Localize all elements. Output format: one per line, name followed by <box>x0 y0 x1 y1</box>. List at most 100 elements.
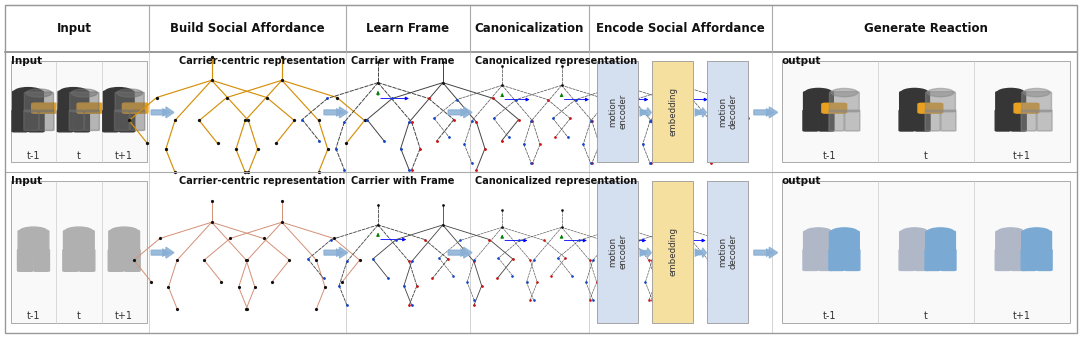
FancyBboxPatch shape <box>64 231 94 251</box>
Text: Canonicalized representation: Canonicalized representation <box>475 176 637 187</box>
Polygon shape <box>448 107 472 118</box>
Bar <box>707 61 748 162</box>
Circle shape <box>105 88 133 96</box>
FancyBboxPatch shape <box>1014 103 1039 113</box>
Text: t+1: t+1 <box>116 150 133 161</box>
Circle shape <box>928 89 954 97</box>
FancyBboxPatch shape <box>104 91 134 112</box>
FancyBboxPatch shape <box>819 110 834 131</box>
Text: embedding: embedding <box>669 227 677 276</box>
FancyBboxPatch shape <box>829 110 845 131</box>
FancyBboxPatch shape <box>1022 231 1052 251</box>
Text: t: t <box>77 150 81 161</box>
FancyBboxPatch shape <box>39 110 54 130</box>
Text: Carrier-centric representation: Carrier-centric representation <box>179 176 346 187</box>
FancyBboxPatch shape <box>900 231 930 251</box>
Polygon shape <box>324 247 348 258</box>
FancyBboxPatch shape <box>103 110 119 132</box>
FancyBboxPatch shape <box>109 231 139 251</box>
Text: output: output <box>782 176 822 187</box>
Text: Canonicalized representation: Canonicalized representation <box>475 56 637 67</box>
Circle shape <box>19 227 48 236</box>
Circle shape <box>998 89 1024 97</box>
FancyBboxPatch shape <box>1022 110 1037 131</box>
FancyBboxPatch shape <box>829 231 860 251</box>
Text: Learn Frame: Learn Frame <box>366 22 449 35</box>
FancyBboxPatch shape <box>69 110 84 130</box>
Circle shape <box>14 88 42 96</box>
Circle shape <box>71 89 97 97</box>
Circle shape <box>806 228 832 236</box>
FancyBboxPatch shape <box>130 110 145 130</box>
FancyBboxPatch shape <box>915 249 930 270</box>
Polygon shape <box>151 107 174 118</box>
FancyBboxPatch shape <box>122 103 148 113</box>
Bar <box>11 61 147 162</box>
FancyBboxPatch shape <box>63 250 79 271</box>
FancyBboxPatch shape <box>804 249 819 270</box>
Bar <box>597 181 638 323</box>
Text: t+1: t+1 <box>1013 150 1031 161</box>
Text: Carrier with Frame: Carrier with Frame <box>351 176 455 187</box>
Polygon shape <box>324 107 348 118</box>
Circle shape <box>806 89 832 97</box>
Text: Input: Input <box>57 22 92 35</box>
FancyBboxPatch shape <box>33 250 50 271</box>
Text: t+1: t+1 <box>116 311 133 321</box>
FancyBboxPatch shape <box>804 231 834 251</box>
Circle shape <box>998 228 1024 236</box>
FancyBboxPatch shape <box>1037 249 1052 270</box>
Bar <box>707 181 748 323</box>
Text: Carrier-centric representation: Carrier-centric representation <box>179 56 346 67</box>
FancyBboxPatch shape <box>900 92 930 112</box>
Circle shape <box>902 228 928 236</box>
Text: t-1: t-1 <box>823 311 837 321</box>
Text: Input: Input <box>11 56 42 67</box>
FancyBboxPatch shape <box>25 92 54 112</box>
FancyBboxPatch shape <box>73 110 90 132</box>
Bar <box>782 181 1070 323</box>
FancyBboxPatch shape <box>18 231 49 251</box>
Polygon shape <box>754 247 778 258</box>
Circle shape <box>117 89 143 97</box>
Bar <box>652 61 693 162</box>
FancyBboxPatch shape <box>915 110 930 131</box>
Circle shape <box>26 89 52 97</box>
Circle shape <box>110 227 138 236</box>
FancyBboxPatch shape <box>926 110 941 131</box>
FancyBboxPatch shape <box>24 110 39 130</box>
FancyBboxPatch shape <box>79 250 95 271</box>
Text: Encode Social Affordance: Encode Social Affordance <box>596 22 765 35</box>
Bar <box>11 181 147 323</box>
Polygon shape <box>151 247 174 258</box>
FancyBboxPatch shape <box>845 110 860 131</box>
FancyBboxPatch shape <box>70 92 99 112</box>
FancyBboxPatch shape <box>119 110 135 132</box>
FancyBboxPatch shape <box>804 92 834 112</box>
FancyBboxPatch shape <box>108 250 124 271</box>
Text: motion
encoder: motion encoder <box>608 94 627 129</box>
FancyBboxPatch shape <box>1022 249 1037 270</box>
Text: Build Social Affordance: Build Social Affordance <box>170 22 325 35</box>
Text: embedding: embedding <box>669 87 677 136</box>
Bar <box>597 61 638 162</box>
Circle shape <box>65 227 93 236</box>
Circle shape <box>928 228 954 236</box>
FancyBboxPatch shape <box>926 231 956 251</box>
FancyBboxPatch shape <box>900 110 915 131</box>
Circle shape <box>902 89 928 97</box>
FancyBboxPatch shape <box>124 250 140 271</box>
FancyBboxPatch shape <box>57 110 73 132</box>
Text: output: output <box>782 56 822 67</box>
FancyBboxPatch shape <box>822 103 847 113</box>
Polygon shape <box>640 248 651 258</box>
FancyBboxPatch shape <box>1011 249 1026 270</box>
FancyBboxPatch shape <box>829 249 845 270</box>
Circle shape <box>1024 228 1050 236</box>
Text: t: t <box>924 150 928 161</box>
Circle shape <box>59 88 87 96</box>
Text: t: t <box>77 311 81 321</box>
FancyBboxPatch shape <box>900 249 915 270</box>
FancyBboxPatch shape <box>996 110 1011 131</box>
FancyBboxPatch shape <box>829 92 860 112</box>
